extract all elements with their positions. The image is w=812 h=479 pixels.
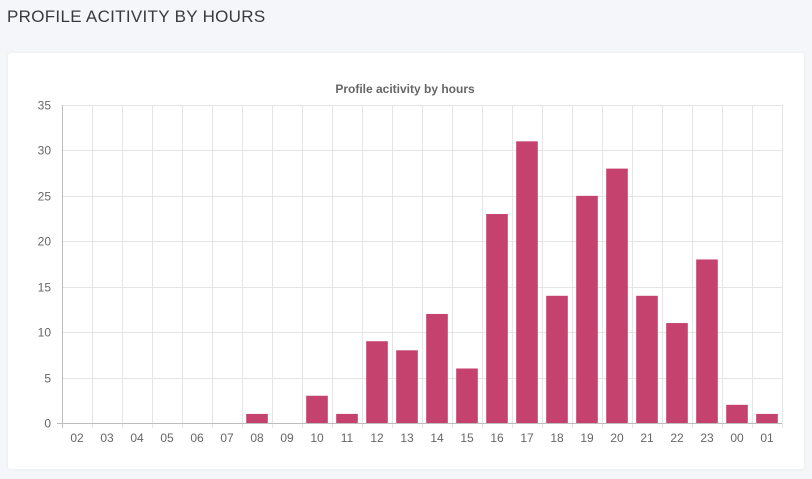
x-tick-label: 07 [220,431,234,445]
x-tick-label: 02 [70,431,84,445]
x-tick-label: 22 [670,431,684,445]
x-tick-label: 13 [400,431,414,445]
x-tick-label: 01 [760,431,774,445]
x-tick-label: 21 [640,431,654,445]
bars [246,141,778,424]
x-tick-label: 14 [430,431,444,445]
y-axis-ticks: 0 5 10 15 20 25 30 35 [38,99,52,431]
x-tick-label: 20 [610,431,624,445]
x-tick-label: 15 [460,431,474,445]
x-tick-label: 10 [310,431,324,445]
x-tick-label: 17 [520,431,534,445]
y-tick-label: 20 [38,235,52,249]
grid-lines [62,105,783,428]
bar [486,214,508,423]
bar [636,295,658,423]
chart-title: Profile acitivity by hours [335,82,475,96]
y-tick-label: 15 [38,281,52,295]
y-tick-label: 0 [44,417,51,431]
x-tick-label: 23 [700,431,714,445]
x-tick-label: 06 [190,431,204,445]
bar [396,350,418,423]
bar [246,413,268,423]
bar [756,413,778,423]
x-tick-label: 16 [490,431,504,445]
bar [726,404,748,423]
x-tick-label: 18 [550,431,564,445]
x-tick-label: 00 [730,431,744,445]
y-tick-label: 30 [38,144,52,158]
bar [666,323,688,423]
bar [456,368,478,423]
x-tick-label: 09 [280,431,294,445]
x-tick-label: 08 [250,431,264,445]
y-tick-label: 5 [44,372,51,386]
x-axis-ticks: 02 03 04 05 06 07 08 09 10 11 12 13 14 15 16 17 18 19 20 21… [70,431,774,445]
bar [366,341,388,423]
axes [57,105,782,428]
x-tick-label: 05 [160,431,174,445]
bar [516,141,538,424]
bar [576,195,598,423]
bar [606,168,628,423]
x-tick-label: 19 [580,431,594,445]
x-tick-label: 12 [370,431,384,445]
y-tick-label: 35 [38,99,52,113]
bar [306,395,328,423]
x-tick-label: 11 [341,431,354,445]
x-tick-label: 03 [100,431,114,445]
bar [546,295,568,423]
bar [336,413,358,423]
bar [426,313,448,423]
y-tick-label: 10 [38,326,52,340]
y-tick-label: 25 [38,190,52,204]
page-title: PROFILE ACITIVITY BY HOURS [7,7,266,26]
bar [696,259,718,423]
x-tick-label: 04 [130,431,144,445]
